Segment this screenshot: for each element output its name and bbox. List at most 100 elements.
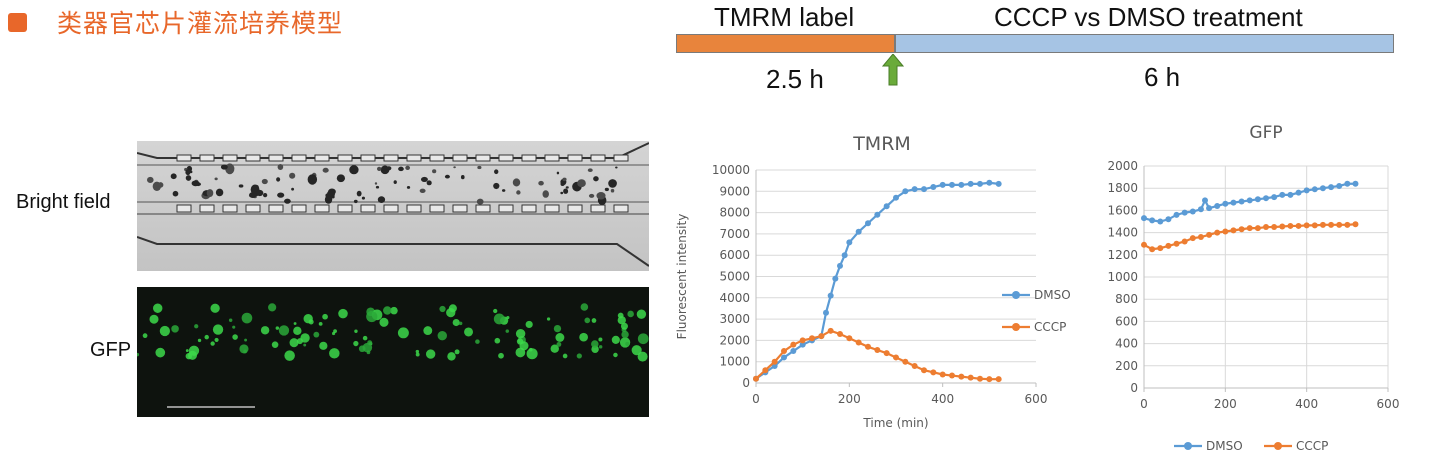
x-tick-label: 600 xyxy=(1377,397,1400,411)
data-point-cccp xyxy=(939,371,946,378)
green-arrow-up-icon xyxy=(882,54,904,86)
data-point-cccp xyxy=(1254,225,1261,232)
y-tick-label: 600 xyxy=(1115,314,1138,328)
title-bullet-icon xyxy=(8,12,27,32)
x-tick-label: 400 xyxy=(1295,397,1318,411)
data-point-cccp xyxy=(846,335,853,342)
data-point-cccp xyxy=(902,358,909,365)
data-point-dmso xyxy=(1303,187,1310,194)
data-point-cccp xyxy=(809,335,815,342)
data-point-dmso xyxy=(1319,185,1326,192)
x-axis-label: Time (min) xyxy=(862,416,928,430)
data-point-cccp xyxy=(977,375,983,382)
data-point-cccp xyxy=(753,375,759,382)
y-tick-label: 1200 xyxy=(1107,248,1138,262)
data-point-dmso xyxy=(1230,199,1237,206)
data-point-cccp xyxy=(837,331,843,338)
y-tick-label: 400 xyxy=(1115,337,1138,351)
data-point-dmso xyxy=(967,180,974,187)
data-point-cccp xyxy=(1344,221,1351,228)
y-tick-label: 9000 xyxy=(719,184,750,198)
data-point-cccp xyxy=(874,346,881,353)
y-tick-label: 1600 xyxy=(1107,203,1138,217)
y-tick-label: 10000 xyxy=(712,163,750,177)
data-point-cccp xyxy=(1173,240,1180,247)
tmrm-chart: TMRM 0 1000 2000 3000 4000 5000 6000 7000 8000 900… xyxy=(672,118,1082,458)
gfp-image-label: GFP xyxy=(90,339,132,361)
data-point-dmso xyxy=(841,252,848,259)
data-point-cccp xyxy=(893,354,899,361)
y-tick-label: 4000 xyxy=(719,291,750,305)
slide-title-text: 类器官芯片灌流培养模型 xyxy=(57,9,344,38)
data-point-dmso xyxy=(1295,189,1302,196)
timeline-phase-1-label: TMRM label xyxy=(714,2,855,32)
y-tick-label: 2000 xyxy=(1107,159,1138,173)
bright-field-label: Bright field xyxy=(16,191,111,213)
data-point-cccp xyxy=(1141,241,1147,248)
y-tick-label: 1000 xyxy=(719,355,750,369)
legend-marker-cccp xyxy=(1274,442,1282,450)
data-point-dmso xyxy=(1141,215,1147,222)
legend-label-dmso: DMSO xyxy=(1206,439,1243,453)
x-tick-label: 200 xyxy=(1214,397,1237,411)
data-point-cccp xyxy=(781,348,787,355)
data-point-dmso xyxy=(1181,209,1188,216)
timeline-phase-1-duration: 2.5 h xyxy=(766,64,824,94)
data-point-dmso xyxy=(823,309,829,316)
y-tick-label: 200 xyxy=(1115,359,1138,373)
data-point-cccp xyxy=(958,373,965,380)
data-point-cccp xyxy=(883,350,890,357)
series-line-cccp xyxy=(755,329,999,381)
data-point-cccp xyxy=(818,333,825,340)
data-point-cccp xyxy=(762,367,769,374)
data-point-dmso xyxy=(1311,186,1318,193)
data-point-dmso xyxy=(995,180,1002,187)
x-tick-label: 400 xyxy=(931,392,954,406)
x-tick-label: 200 xyxy=(838,392,861,406)
legend-label-dmso: DMSO xyxy=(1034,288,1071,302)
bright-field-image xyxy=(137,141,649,271)
data-point-cccp xyxy=(1238,226,1245,233)
y-tick-label: 1000 xyxy=(1107,270,1138,284)
data-point-cccp xyxy=(1319,221,1326,228)
y-tick-label: 5000 xyxy=(719,270,750,284)
data-point-dmso xyxy=(1287,191,1294,198)
y-tick-label: 0 xyxy=(1130,381,1138,395)
data-point-dmso xyxy=(1336,182,1343,189)
data-point-dmso xyxy=(949,181,955,188)
data-point-dmso xyxy=(1238,198,1245,205)
y-tick-label: 8000 xyxy=(719,206,750,220)
data-point-cccp xyxy=(1352,221,1359,228)
data-point-dmso xyxy=(1344,180,1351,187)
data-point-cccp xyxy=(1214,229,1221,236)
data-point-dmso xyxy=(1352,180,1359,187)
slide-title: 类器官芯片灌流培养模型 xyxy=(8,6,343,38)
data-point-dmso xyxy=(1222,200,1229,207)
data-point-cccp xyxy=(1287,222,1294,229)
data-point-cccp xyxy=(1230,227,1237,234)
data-point-dmso xyxy=(832,275,839,282)
y-tick-label: 3000 xyxy=(719,312,750,326)
legend-marker-dmso xyxy=(1012,291,1020,299)
data-point-cccp xyxy=(771,358,778,365)
data-point-cccp xyxy=(949,372,955,379)
chart-title: GFP xyxy=(1249,123,1282,143)
data-point-cccp xyxy=(1303,222,1310,229)
data-point-cccp xyxy=(1181,238,1188,245)
y-tick-label: 1400 xyxy=(1107,226,1138,240)
data-point-dmso xyxy=(874,211,881,218)
data-point-dmso xyxy=(893,194,899,201)
data-point-cccp xyxy=(1222,228,1229,235)
data-point-dmso xyxy=(781,354,787,361)
data-point-dmso xyxy=(1157,218,1164,225)
chart-title: TMRM xyxy=(852,133,911,155)
gfp-image xyxy=(137,287,649,417)
data-point-cccp xyxy=(790,341,797,348)
data-point-dmso xyxy=(1254,196,1261,203)
data-point-dmso xyxy=(883,203,890,210)
data-point-cccp xyxy=(1263,224,1269,231)
data-point-dmso xyxy=(921,186,927,193)
timeline-phase-2-bar xyxy=(895,34,1394,53)
data-point-cccp xyxy=(1279,223,1286,230)
data-point-dmso xyxy=(1263,195,1269,202)
